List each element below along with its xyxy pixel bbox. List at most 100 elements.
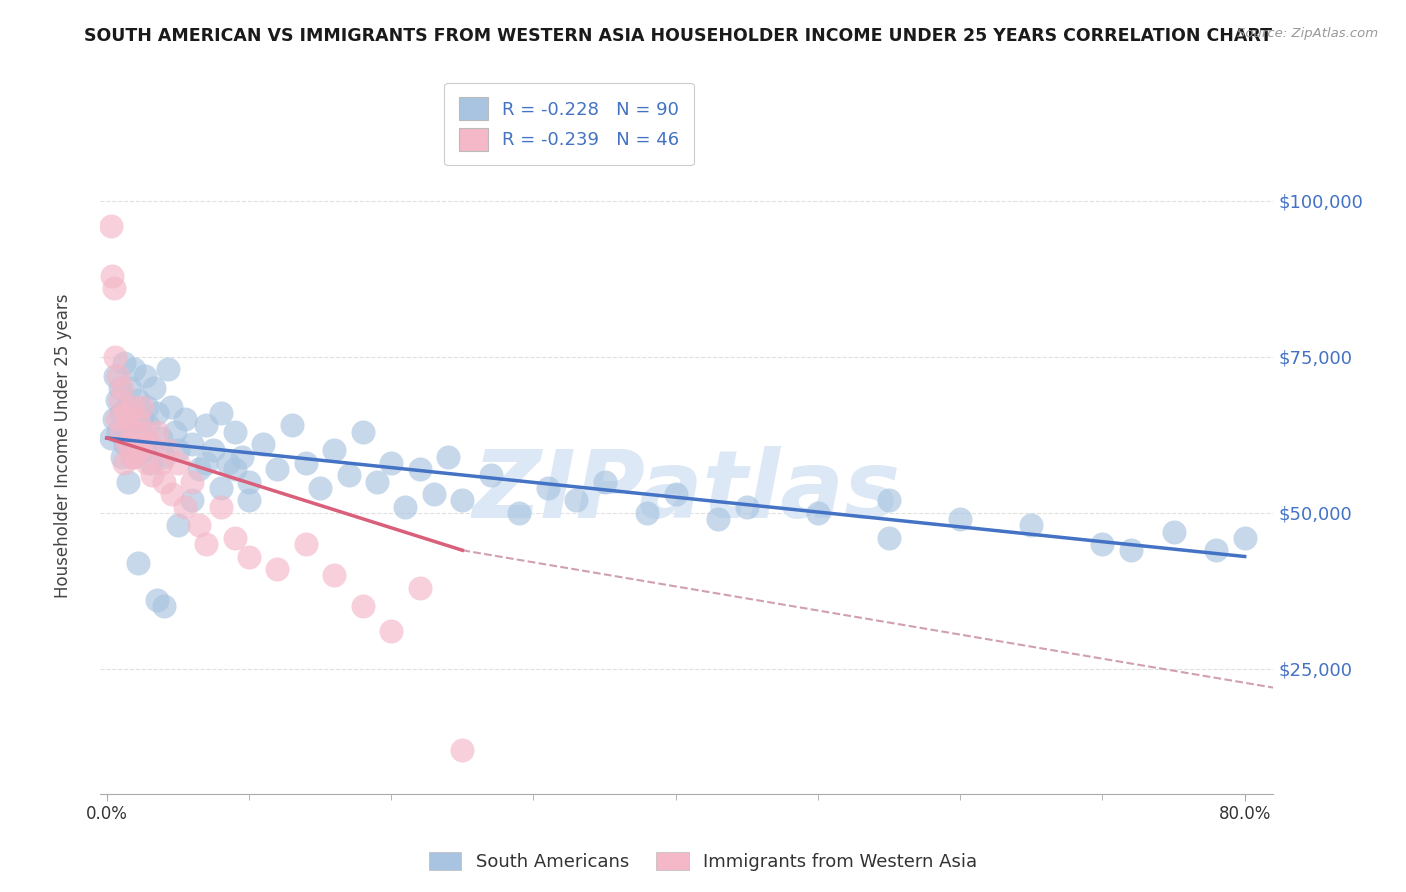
Point	[149, 431, 172, 445]
Point	[100, 431, 122, 445]
Point	[195, 456, 218, 470]
Point	[132, 443, 155, 458]
Point	[167, 518, 190, 533]
Point	[1091, 537, 1114, 551]
Point	[108, 381, 131, 395]
Point	[149, 456, 172, 470]
Point	[209, 500, 232, 514]
Point	[408, 462, 430, 476]
Text: Source: ZipAtlas.com: Source: ZipAtlas.com	[1237, 27, 1378, 40]
Point	[735, 500, 758, 514]
Point	[121, 450, 143, 464]
Point	[135, 400, 157, 414]
Point	[108, 393, 131, 408]
Point	[174, 412, 197, 426]
Point	[295, 537, 318, 551]
Point	[437, 450, 460, 464]
Point	[266, 462, 288, 476]
Point	[167, 456, 190, 470]
Point	[141, 468, 163, 483]
Point	[323, 443, 346, 458]
Text: Householder Income Under 25 years: Householder Income Under 25 years	[55, 293, 72, 599]
Point	[451, 743, 474, 757]
Point	[112, 356, 135, 370]
Point	[665, 487, 688, 501]
Point	[115, 437, 138, 451]
Point	[337, 468, 360, 483]
Point	[394, 500, 416, 514]
Point	[217, 456, 239, 470]
Point	[124, 450, 146, 464]
Point	[479, 468, 502, 483]
Point	[1205, 543, 1227, 558]
Point	[380, 624, 402, 639]
Point	[352, 599, 374, 614]
Point	[323, 568, 346, 582]
Point	[101, 268, 124, 283]
Point	[120, 450, 142, 464]
Point	[121, 400, 143, 414]
Point	[114, 406, 136, 420]
Point	[127, 412, 149, 426]
Point	[117, 412, 139, 426]
Point	[231, 450, 253, 464]
Point	[107, 368, 129, 383]
Point	[145, 593, 167, 607]
Point	[877, 493, 900, 508]
Point	[134, 368, 156, 383]
Point	[152, 475, 174, 489]
Point	[124, 406, 146, 420]
Point	[115, 400, 138, 414]
Point	[423, 487, 446, 501]
Point	[122, 425, 145, 439]
Point	[131, 412, 153, 426]
Point	[565, 493, 588, 508]
Point	[209, 481, 232, 495]
Point	[280, 418, 302, 433]
Point	[309, 481, 332, 495]
Point	[145, 406, 167, 420]
Point	[636, 506, 658, 520]
Point	[129, 425, 152, 439]
Point	[112, 456, 135, 470]
Point	[408, 581, 430, 595]
Point	[181, 437, 204, 451]
Point	[224, 425, 246, 439]
Point	[118, 381, 141, 395]
Point	[110, 425, 132, 439]
Point	[111, 450, 134, 464]
Point	[136, 418, 159, 433]
Point	[122, 362, 145, 376]
Point	[118, 437, 141, 451]
Point	[131, 400, 153, 414]
Point	[252, 437, 274, 451]
Point	[156, 362, 179, 376]
Point	[174, 500, 197, 514]
Point	[125, 437, 148, 451]
Point	[104, 350, 127, 364]
Point	[195, 418, 218, 433]
Point	[117, 425, 139, 439]
Text: ZIPatlas: ZIPatlas	[472, 445, 900, 538]
Point	[209, 406, 232, 420]
Point	[111, 381, 134, 395]
Point	[114, 437, 136, 451]
Point	[238, 475, 260, 489]
Point	[380, 456, 402, 470]
Point	[139, 456, 162, 470]
Point	[105, 393, 128, 408]
Point	[135, 456, 157, 470]
Point	[107, 425, 129, 439]
Point	[117, 475, 139, 489]
Point	[295, 456, 318, 470]
Point	[159, 400, 181, 414]
Point	[134, 425, 156, 439]
Point	[110, 406, 132, 420]
Point	[129, 437, 152, 451]
Point	[807, 506, 830, 520]
Point	[120, 431, 142, 445]
Point	[224, 531, 246, 545]
Point	[160, 487, 183, 501]
Point	[949, 512, 972, 526]
Point	[104, 368, 127, 383]
